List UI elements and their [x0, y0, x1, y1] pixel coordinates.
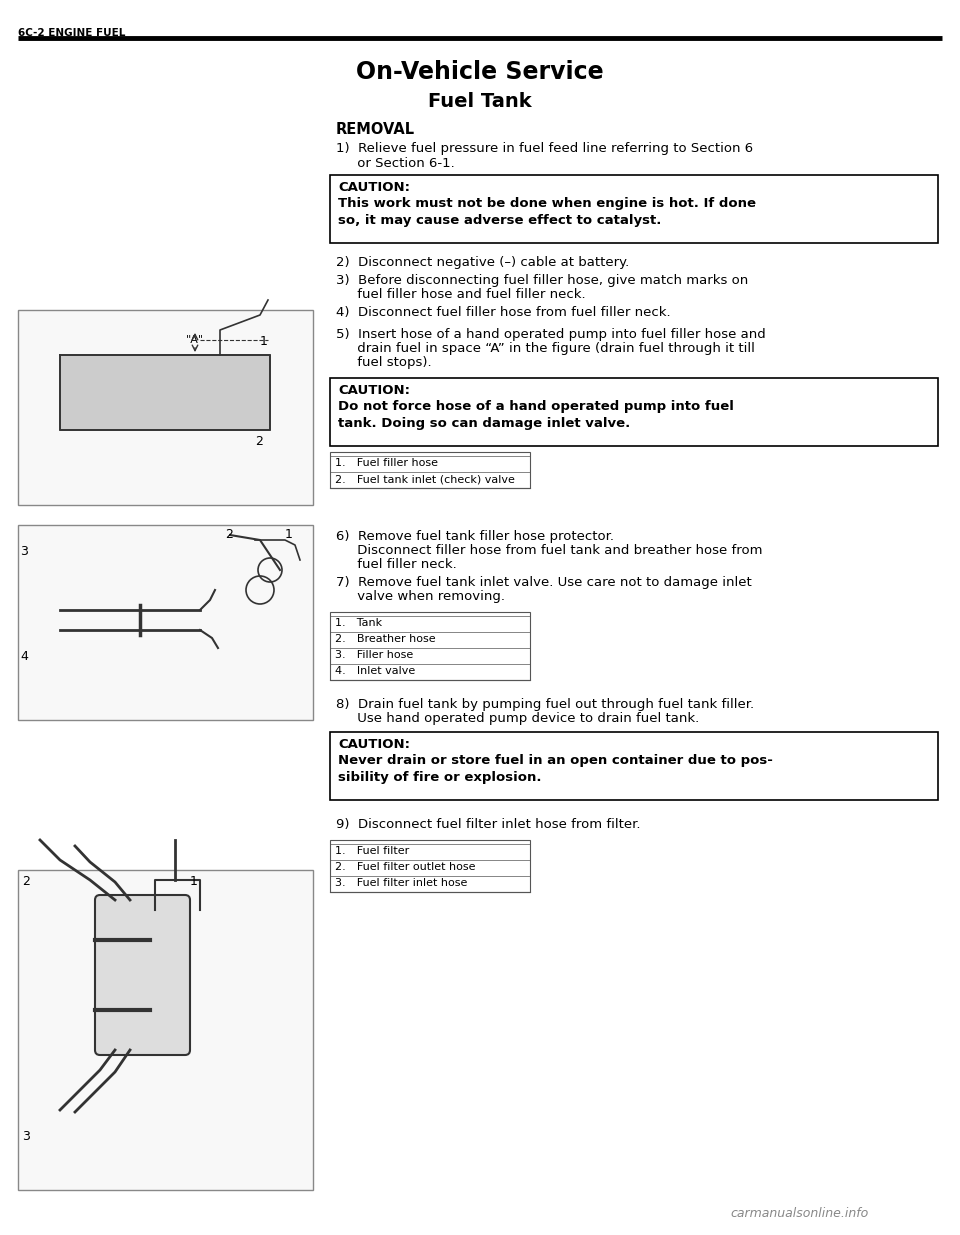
Text: CAUTION:: CAUTION:: [338, 182, 410, 194]
Text: 1)  Relieve fuel pressure in fuel feed line referring to Section 6: 1) Relieve fuel pressure in fuel feed li…: [336, 142, 754, 156]
Text: 2: 2: [255, 435, 263, 448]
Text: 1. Fuel filler hose: 1. Fuel filler hose: [335, 458, 438, 468]
Text: valve when removing.: valve when removing.: [336, 590, 505, 603]
Text: Use hand operated pump device to drain fuel tank.: Use hand operated pump device to drain f…: [336, 713, 699, 725]
Text: 7)  Remove fuel tank inlet valve. Use care not to damage inlet: 7) Remove fuel tank inlet valve. Use car…: [336, 576, 752, 589]
Text: 1: 1: [260, 335, 268, 348]
Text: 3. Fuel filter inlet hose: 3. Fuel filter inlet hose: [335, 878, 468, 888]
Text: 1: 1: [190, 876, 198, 888]
FancyBboxPatch shape: [330, 613, 530, 680]
FancyBboxPatch shape: [330, 732, 938, 800]
Text: 2: 2: [22, 876, 30, 888]
Text: 2: 2: [225, 529, 233, 541]
Text: Do not force hose of a hand operated pump into fuel
tank. Doing so can damage in: Do not force hose of a hand operated pum…: [338, 400, 733, 430]
FancyBboxPatch shape: [330, 175, 938, 243]
Text: or Section 6-1.: or Section 6-1.: [336, 157, 455, 170]
FancyBboxPatch shape: [18, 525, 313, 720]
Text: 2)  Disconnect negative (–) cable at battery.: 2) Disconnect negative (–) cable at batt…: [336, 256, 629, 269]
Text: 6)  Remove fuel tank filler hose protector.: 6) Remove fuel tank filler hose protecto…: [336, 530, 614, 543]
Text: "A": "A": [186, 335, 204, 345]
Text: 2. Fuel filter outlet hose: 2. Fuel filter outlet hose: [335, 862, 475, 872]
Text: 4. Inlet valve: 4. Inlet valve: [335, 666, 416, 676]
Text: 2. Breather hose: 2. Breather hose: [335, 634, 436, 643]
Text: Never drain or store fuel in an open container due to pos-
sibility of fire or e: Never drain or store fuel in an open con…: [338, 755, 773, 784]
FancyBboxPatch shape: [330, 840, 530, 892]
Text: 3: 3: [22, 1130, 30, 1144]
Text: 1: 1: [285, 529, 293, 541]
FancyBboxPatch shape: [330, 378, 938, 446]
Text: 3. Filler hose: 3. Filler hose: [335, 650, 413, 659]
Text: 1. Fuel filter: 1. Fuel filter: [335, 846, 409, 856]
Text: 2. Fuel tank inlet (check) valve: 2. Fuel tank inlet (check) valve: [335, 474, 515, 484]
Text: 9)  Disconnect fuel filter inlet hose from filter.: 9) Disconnect fuel filter inlet hose fro…: [336, 818, 640, 831]
Text: 5)  Insert hose of a hand operated pump into fuel filler hose and: 5) Insert hose of a hand operated pump i…: [336, 329, 766, 341]
Text: carmanualsonline.info: carmanualsonline.info: [731, 1207, 869, 1220]
Text: 3)  Before disconnecting fuel filler hose, give match marks on: 3) Before disconnecting fuel filler hose…: [336, 274, 748, 287]
Text: 3: 3: [20, 545, 28, 558]
Text: fuel filler neck.: fuel filler neck.: [336, 558, 457, 571]
Text: 1. Tank: 1. Tank: [335, 618, 382, 629]
Text: 6C-2 ENGINE FUEL: 6C-2 ENGINE FUEL: [18, 28, 126, 38]
FancyBboxPatch shape: [18, 310, 313, 505]
Text: This work must not be done when engine is hot. If done
so, it may cause adverse : This work must not be done when engine i…: [338, 198, 756, 227]
Text: 4: 4: [20, 650, 28, 663]
Polygon shape: [60, 354, 270, 430]
Text: drain fuel in space “A” in the figure (drain fuel through it till: drain fuel in space “A” in the figure (d…: [336, 342, 755, 354]
Text: 4)  Disconnect fuel filler hose from fuel filler neck.: 4) Disconnect fuel filler hose from fuel…: [336, 306, 671, 319]
Text: CAUTION:: CAUTION:: [338, 739, 410, 751]
Text: fuel filler hose and fuel filler neck.: fuel filler hose and fuel filler neck.: [336, 288, 586, 301]
Text: Fuel Tank: Fuel Tank: [428, 91, 532, 111]
FancyBboxPatch shape: [18, 869, 313, 1191]
FancyBboxPatch shape: [95, 895, 190, 1055]
Text: 8)  Drain fuel tank by pumping fuel out through fuel tank filler.: 8) Drain fuel tank by pumping fuel out t…: [336, 698, 755, 711]
Text: Disconnect filler hose from fuel tank and breather hose from: Disconnect filler hose from fuel tank an…: [336, 543, 762, 557]
Text: fuel stops).: fuel stops).: [336, 356, 432, 369]
Text: CAUTION:: CAUTION:: [338, 384, 410, 396]
Text: REMOVAL: REMOVAL: [336, 122, 415, 137]
FancyBboxPatch shape: [330, 452, 530, 488]
Text: On-Vehicle Service: On-Vehicle Service: [356, 61, 604, 84]
